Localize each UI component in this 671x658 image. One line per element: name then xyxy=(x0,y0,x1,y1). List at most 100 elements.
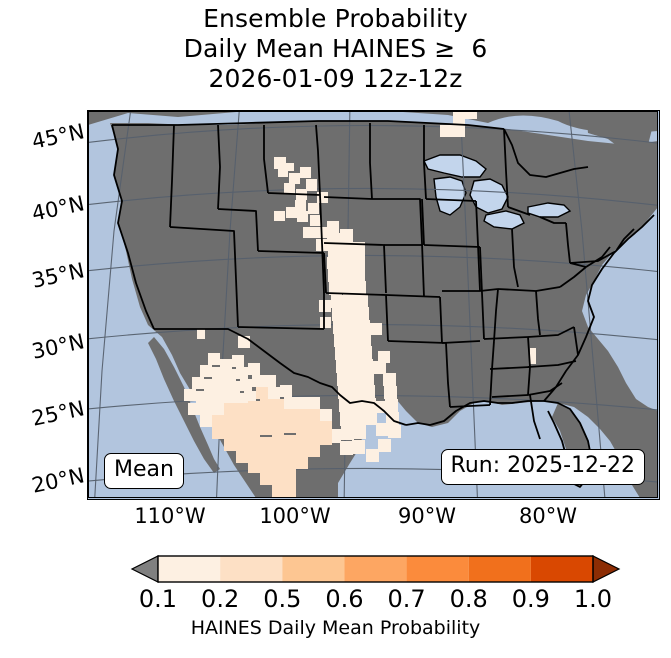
probability-cell xyxy=(260,473,272,485)
probability-cell xyxy=(289,173,300,184)
probability-cell xyxy=(352,255,365,268)
probability-cell xyxy=(248,401,260,413)
probability-cell xyxy=(228,381,240,393)
probability-cell xyxy=(297,211,308,222)
longitude-label: 80°W xyxy=(519,504,577,528)
probability-cell xyxy=(327,257,340,269)
title-line-1: Ensemble Probability xyxy=(203,4,468,33)
probability-cell xyxy=(296,397,308,409)
probability-cell xyxy=(284,397,296,409)
probability-cell xyxy=(353,425,366,439)
probability-cell xyxy=(296,445,308,457)
probability-cell xyxy=(280,385,292,397)
landmass-baja xyxy=(148,337,220,473)
colorbar-tick-label: 0.1 xyxy=(138,585,178,613)
probability-cell xyxy=(340,242,353,255)
probability-cell xyxy=(352,440,365,454)
colorbar-band xyxy=(282,556,345,582)
map-panel[interactable]: Mean Run: 2025-12-22 xyxy=(87,110,660,500)
probability-cell xyxy=(340,229,353,242)
latitude-label: 30°N xyxy=(29,329,87,364)
colorbar-bands xyxy=(130,555,621,583)
probability-cell xyxy=(360,359,373,372)
probability-cell xyxy=(212,367,224,379)
longitude-label: 90°W xyxy=(398,504,456,528)
probability-cell xyxy=(308,421,320,433)
probability-cell xyxy=(260,423,272,435)
probability-cell xyxy=(236,427,248,439)
probability-cell xyxy=(370,323,382,335)
probability-cell xyxy=(340,412,353,426)
probability-cell xyxy=(340,268,353,281)
probability-cell xyxy=(272,447,284,459)
probability-cell xyxy=(248,437,260,449)
probability-cell xyxy=(184,389,196,401)
probability-cell xyxy=(308,397,320,409)
probability-cell xyxy=(349,372,362,385)
probability-cell xyxy=(272,423,284,435)
probability-cell xyxy=(296,433,308,445)
probability-cell xyxy=(453,111,465,125)
probability-cell xyxy=(339,399,352,412)
probability-cell xyxy=(348,359,361,372)
tag-run-date[interactable]: Run: 2025-12-22 xyxy=(440,449,645,485)
probability-cell xyxy=(385,399,398,412)
probability-cell xyxy=(317,192,328,203)
probability-cell xyxy=(216,379,228,391)
probability-cell xyxy=(274,157,286,169)
probability-cell xyxy=(260,449,272,461)
figure-title: Ensemble Probability Daily Mean HAINES ≥… xyxy=(0,4,671,94)
probability-cell xyxy=(192,377,204,389)
probability-cell xyxy=(345,320,358,333)
title-line-3: 2026-01-09 12z-12z xyxy=(208,64,463,93)
probability-cell xyxy=(378,439,391,452)
probability-cell xyxy=(327,233,340,245)
probability-cell xyxy=(320,317,331,328)
probability-cell xyxy=(296,409,308,421)
probability-cell xyxy=(240,379,252,391)
latitude-label: 35°N xyxy=(29,258,87,293)
probability-cell xyxy=(319,300,331,312)
map-canvas xyxy=(88,111,658,498)
probability-cell xyxy=(220,391,232,403)
colorbar-tick-label: 1.0 xyxy=(573,585,613,613)
probability-cell xyxy=(334,334,347,347)
probability-cell xyxy=(224,439,236,451)
probability-cell xyxy=(224,427,236,439)
probability-cell xyxy=(337,373,350,386)
probability-cell xyxy=(341,281,354,294)
probability-cell xyxy=(236,367,248,379)
probability-cell xyxy=(278,167,288,177)
probability-cell xyxy=(236,451,248,463)
probability-cell xyxy=(296,421,308,433)
probability-cell xyxy=(232,393,244,405)
colorbar-tick-label: 0.7 xyxy=(387,585,426,613)
probability-cell xyxy=(264,375,276,387)
title-line-2: Daily Mean HAINES ≥ 6 xyxy=(183,34,488,63)
probability-cell xyxy=(256,387,268,399)
colorbar-band xyxy=(468,556,531,582)
probability-cell xyxy=(357,320,370,333)
probability-cell xyxy=(373,361,386,374)
colorbar-panel[interactable] xyxy=(0,548,671,658)
probability-cell xyxy=(284,471,296,485)
colorbar-band xyxy=(406,556,469,582)
probability-cell xyxy=(236,415,248,427)
probability-cell xyxy=(340,255,353,268)
probability-cell xyxy=(286,207,297,218)
tag-mean[interactable]: Mean xyxy=(104,453,184,489)
probability-cell xyxy=(204,379,216,391)
probability-cell xyxy=(248,449,260,461)
probability-cell xyxy=(388,425,401,438)
probability-cell xyxy=(530,348,536,364)
probability-cell xyxy=(320,421,332,433)
probability-cell xyxy=(272,435,284,447)
probability-cell xyxy=(248,461,260,473)
probability-cell xyxy=(306,179,317,191)
probability-cell xyxy=(310,215,321,226)
probability-cell xyxy=(248,363,260,375)
probability-cell xyxy=(224,403,236,415)
probability-cell xyxy=(284,183,295,194)
probability-cell xyxy=(346,333,359,346)
probability-cell xyxy=(333,321,346,334)
